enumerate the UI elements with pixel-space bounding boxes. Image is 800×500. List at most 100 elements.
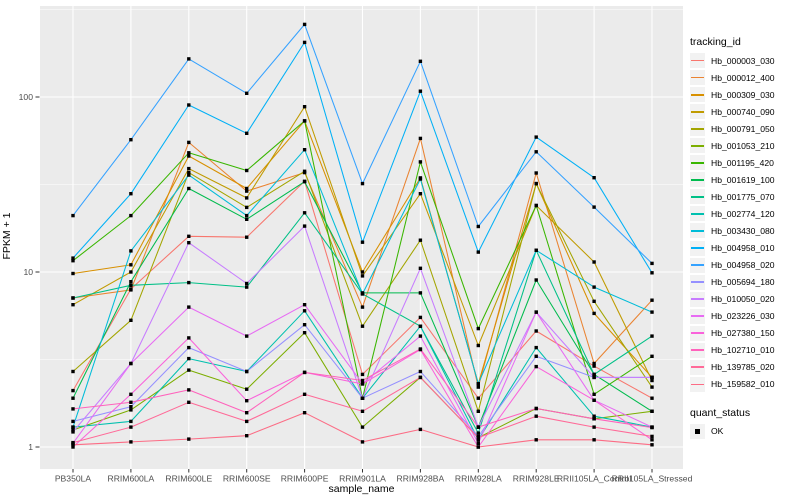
data-point: [360, 396, 365, 400]
legend-key-line: [691, 195, 704, 198]
data-point: [302, 119, 307, 123]
y-tick-label: 10: [23, 267, 33, 277]
legend-key-swatch: [690, 291, 705, 307]
data-point: [418, 89, 423, 93]
data-point: [360, 382, 365, 386]
data-point: [476, 250, 480, 254]
data-point: [71, 259, 75, 263]
data-point: [476, 326, 480, 331]
legend-key-line: [691, 298, 704, 301]
legend-item-label: Hb_000740_090: [711, 106, 775, 117]
data-point: [302, 323, 307, 327]
legend-item-Hb_003430_080: Hb_003430_080: [690, 222, 798, 239]
series-points-Hb_004958_020: [71, 22, 654, 266]
quant-legend-label: OK: [711, 426, 724, 437]
data-point: [360, 378, 365, 383]
data-point: [418, 177, 423, 181]
legend-key-swatch: [690, 308, 705, 324]
data-point: [245, 334, 249, 338]
data-point: [245, 213, 249, 218]
data-point: [71, 440, 75, 445]
data-point: [592, 205, 596, 209]
data-point: [302, 392, 307, 396]
quant-legend: quant_status OK: [690, 407, 798, 440]
data-point: [245, 205, 249, 210]
x-tick-label: PB350LA: [55, 474, 92, 484]
data-point: [534, 181, 538, 186]
data-point: [534, 278, 538, 282]
data-point: [245, 91, 249, 95]
data-point: [187, 57, 191, 61]
data-point: [592, 285, 596, 289]
data-point: [245, 217, 249, 221]
data-point: [71, 369, 75, 374]
data-point: [245, 196, 249, 200]
legend-item-label: Hb_010050_020: [711, 294, 775, 305]
data-point: [360, 274, 365, 278]
legend-key-line: [691, 144, 704, 147]
data-point: [187, 356, 191, 361]
legend-key-swatch: [690, 206, 705, 222]
data-point: [187, 186, 191, 191]
legend-key-line: [691, 315, 704, 318]
legend-item-Hb_004958_010: Hb_004958_010: [690, 240, 798, 257]
legend-item-label: Hb_000003_030: [711, 55, 775, 66]
legend-key-swatch: [690, 138, 705, 154]
data-point: [129, 192, 133, 196]
data-point: [245, 168, 249, 173]
data-point: [592, 361, 596, 366]
data-point: [71, 428, 75, 432]
data-point: [592, 417, 596, 421]
data-point: [360, 425, 365, 429]
data-point: [71, 256, 75, 260]
data-point: [650, 396, 654, 400]
legend-key-line: [691, 383, 704, 386]
data-point: [129, 283, 133, 287]
data-point: [187, 388, 191, 392]
x-tick-label: RRII105LA_Stressed: [612, 474, 693, 484]
data-point: [476, 425, 480, 429]
legend-key-swatch: [690, 274, 705, 290]
legend-key-swatch: [690, 87, 705, 103]
legend-item-label: Hb_001775_070: [711, 191, 775, 202]
data-point: [129, 361, 133, 366]
data-point: [302, 105, 307, 109]
data-point: [187, 170, 191, 175]
data-point: [592, 311, 596, 316]
data-point: [360, 324, 365, 328]
data-point: [360, 181, 365, 186]
data-point: [129, 138, 133, 142]
data-point: [534, 406, 538, 411]
legend-key-line: [691, 332, 704, 335]
legend-key-line: [691, 76, 704, 79]
x-tick-label: RRIM600LE: [165, 474, 212, 484]
data-point: [71, 213, 75, 218]
legend-key-swatch: [690, 70, 705, 86]
data-point: [476, 445, 480, 449]
data-point: [129, 270, 133, 274]
data-point: [71, 296, 75, 300]
legend-item-label: Hb_159582_010: [711, 379, 775, 390]
legend-key-line: [691, 230, 704, 232]
data-point: [534, 150, 538, 154]
data-point: [592, 372, 596, 377]
legend-item-Hb_159582_010: Hb_159582_010: [690, 376, 798, 393]
data-point: [418, 324, 423, 328]
legend-key-swatch: [690, 342, 705, 358]
legend-key-swatch: [690, 359, 705, 375]
data-point: [360, 305, 365, 309]
data-point: [129, 392, 133, 396]
legend-key-line: [691, 178, 704, 181]
quant-legend-item-OK: OK: [690, 423, 798, 440]
data-point: [71, 445, 75, 449]
legend: tracking_id Hb_000003_030 Hb_000012_400 Hb…: [690, 36, 798, 440]
legend-key-swatch: [690, 257, 705, 273]
data-point: [302, 40, 307, 45]
legend-item-Hb_005694_180: Hb_005694_180: [690, 274, 798, 291]
data-point: [245, 285, 249, 289]
legend-item-Hb_002774_120: Hb_002774_120: [690, 205, 798, 222]
data-point: [476, 436, 480, 440]
data-point: [71, 407, 75, 411]
legend-item-Hb_000740_090: Hb_000740_090: [690, 103, 798, 120]
data-point: [129, 280, 133, 284]
